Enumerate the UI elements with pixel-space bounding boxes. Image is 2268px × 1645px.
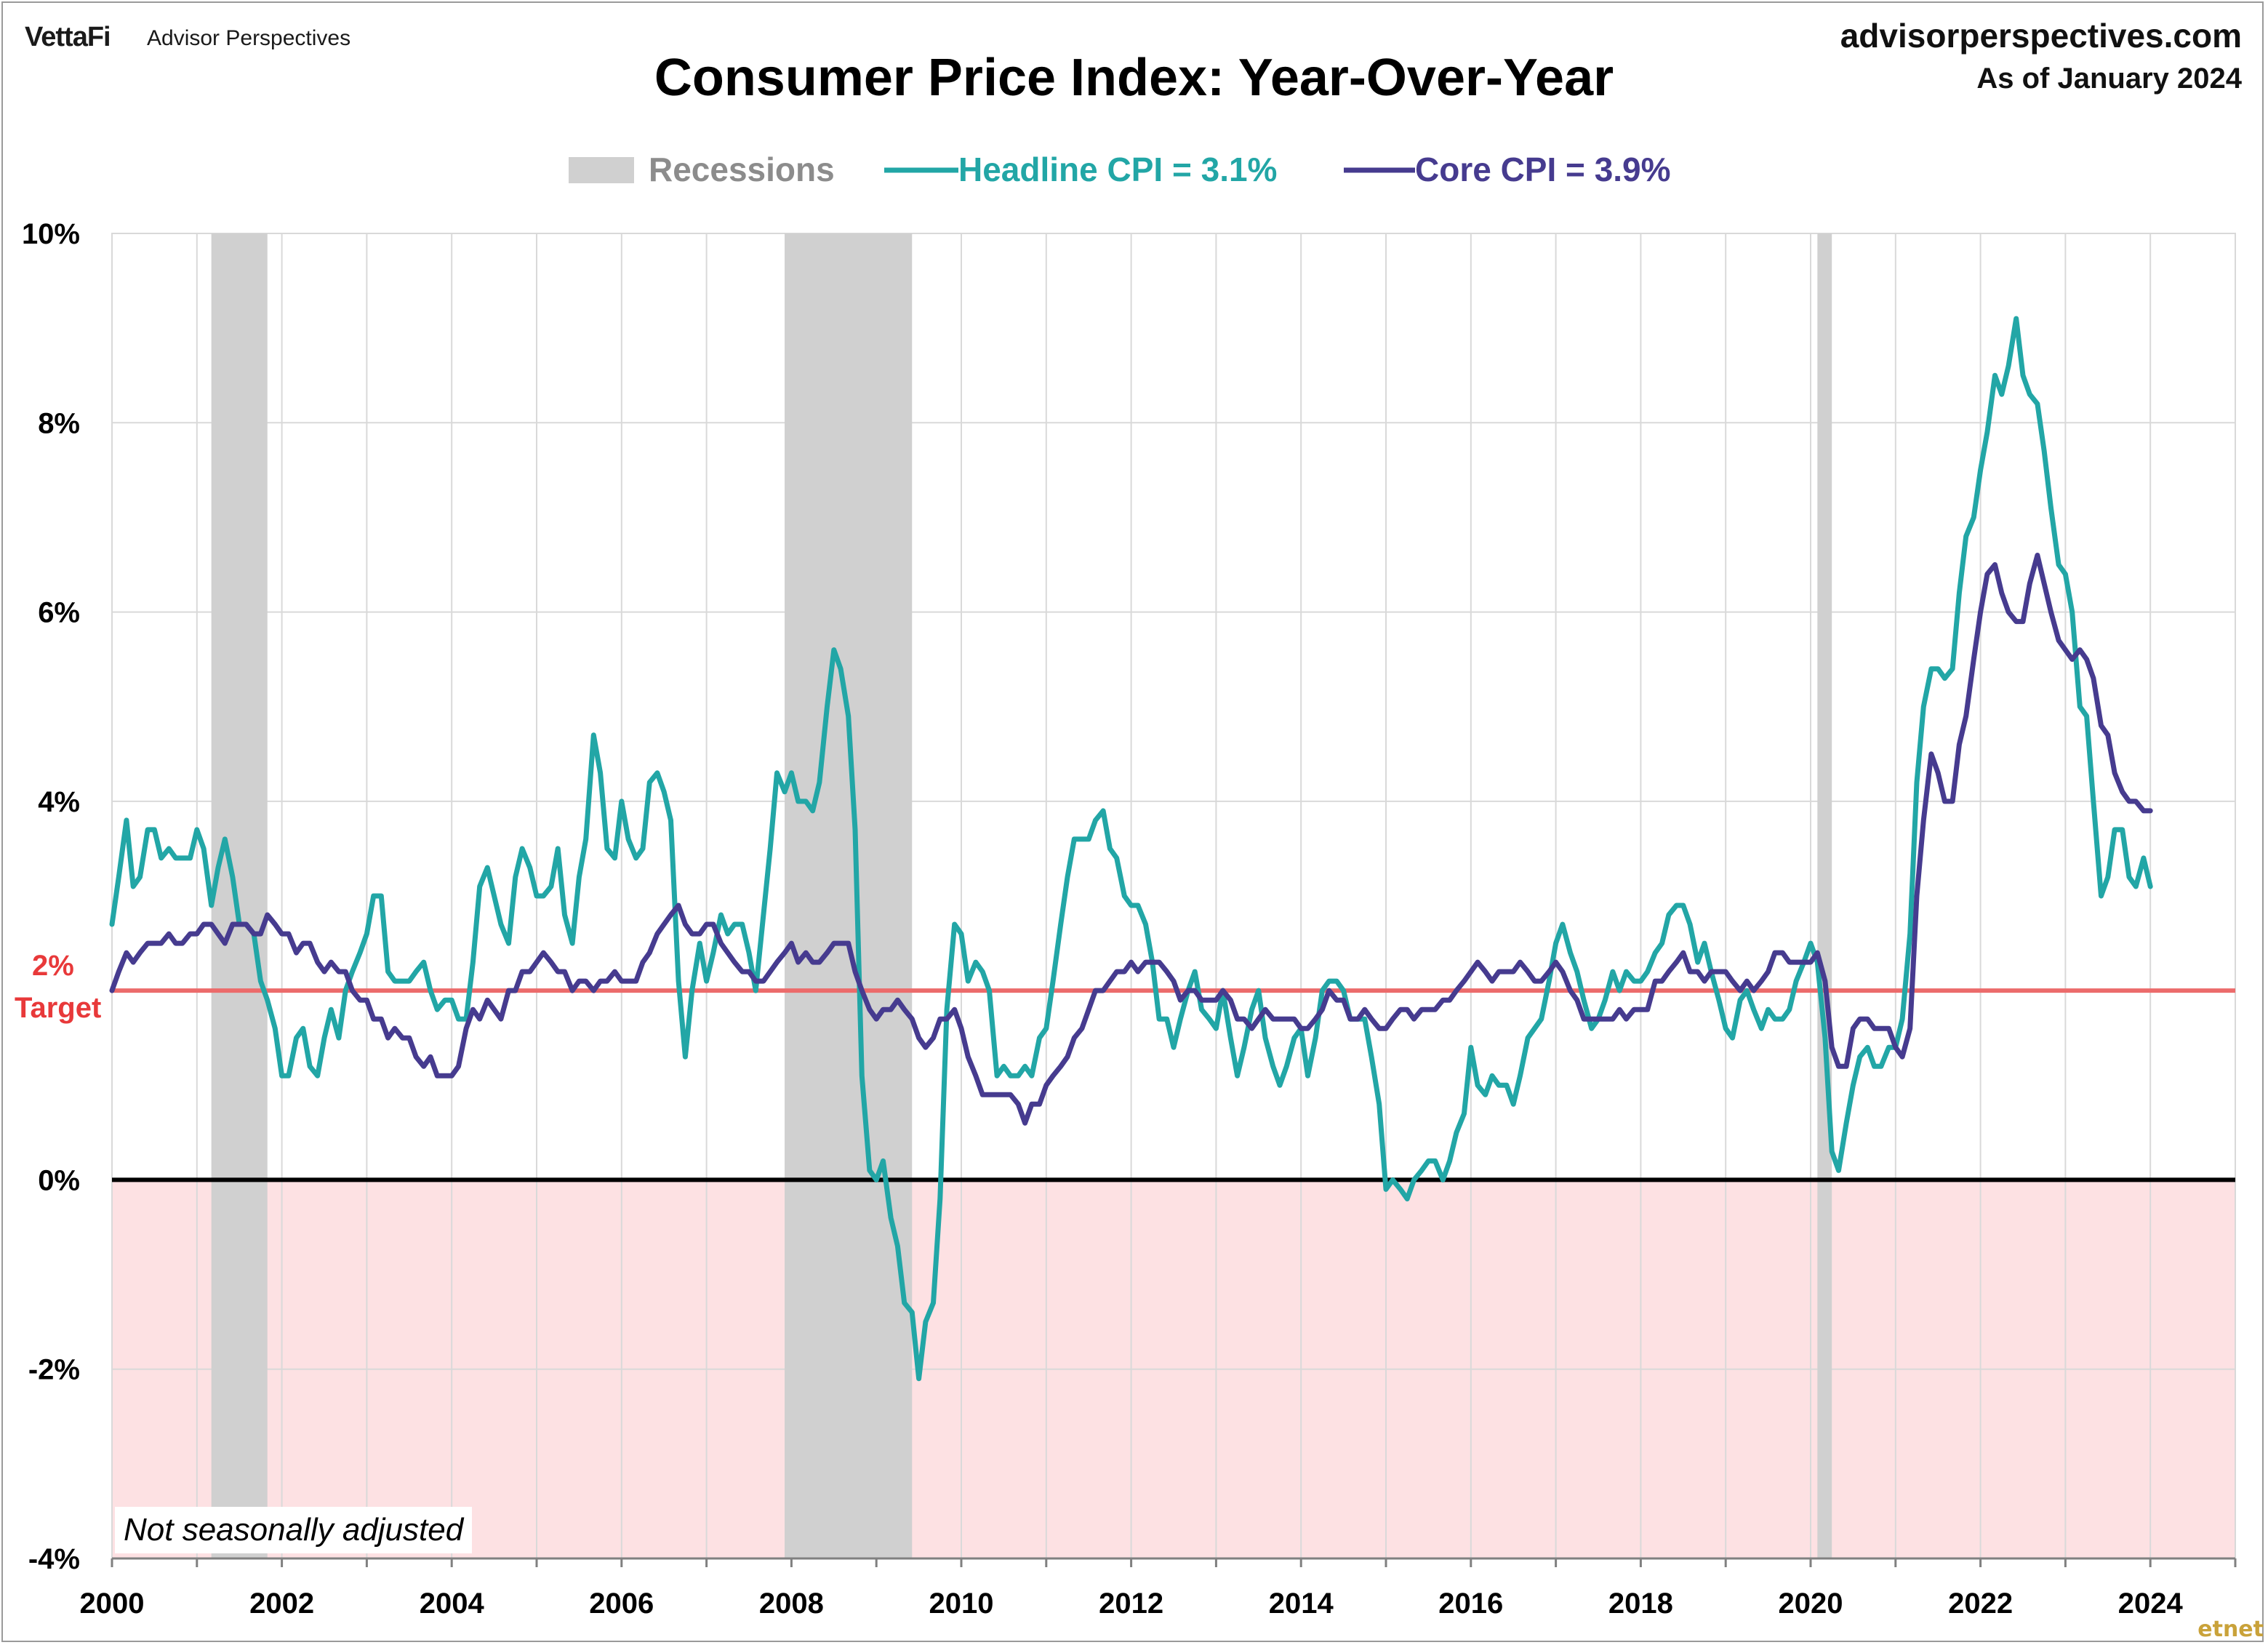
y-tick-label: 0% <box>38 1164 80 1196</box>
y-tick-label: -4% <box>28 1543 80 1575</box>
core-cpi-line <box>109 553 2153 1126</box>
y-tick-label: 8% <box>38 407 80 439</box>
as-of-date: As of January 2024 <box>1976 63 2242 95</box>
legend-core-label: Core CPI = 3.9% <box>1415 151 1671 188</box>
x-tick-label: 2000 <box>80 1588 145 1620</box>
y-tick-label: 4% <box>38 786 80 818</box>
axes: 10% 8% 6% 4% 0% -2% -4%2000 2002 2004 2006 2008 201… <box>22 218 2237 1620</box>
x-tick-label: 2018 <box>1608 1588 1673 1620</box>
x-tick-label: 2016 <box>1438 1588 1503 1620</box>
y-tick-label: 6% <box>38 597 80 629</box>
x-tick-label: 2022 <box>1948 1588 2013 1620</box>
brand-subtitle: Advisor Perspectives <box>147 26 351 50</box>
headline-cpi-line <box>109 316 2153 1382</box>
legend-recessions-label: Recessions <box>649 151 835 188</box>
x-tick-label: 2010 <box>929 1588 994 1620</box>
brand-logo: VettaFi <box>25 22 111 52</box>
x-tick-label: 2020 <box>1779 1588 1843 1620</box>
recession-band <box>1817 233 1832 1558</box>
not-seasonally-adjusted-note: Not seasonally adjusted <box>115 1507 473 1553</box>
recession-bands <box>211 233 1832 1558</box>
legend: Recessions Headline CPI = 3.1% Core CPI = … <box>569 151 1671 188</box>
x-tick-label: 2006 <box>589 1588 654 1620</box>
x-tick-label: 2002 <box>249 1588 314 1620</box>
legend-recession-swatch <box>569 157 634 183</box>
legend-headline-label: Headline CPI = 3.1% <box>958 151 1277 188</box>
x-tick-label: 2004 <box>420 1588 485 1620</box>
etnet-watermark: etnet <box>2197 1617 2264 1642</box>
x-tick-label: 2012 <box>1099 1588 1163 1620</box>
site-url[interactable]: advisorperspectives.com <box>1840 17 2242 55</box>
target-value-label: 2% <box>32 950 74 982</box>
series-lines <box>109 316 2153 1382</box>
target-label: Target <box>15 992 102 1024</box>
y-tick-label: -2% <box>28 1354 80 1386</box>
x-tick-label: 2024 <box>2118 1588 2184 1620</box>
x-tick-label: 2008 <box>759 1588 824 1620</box>
recession-band <box>211 233 268 1558</box>
y-tick-label: 10% <box>22 218 80 250</box>
recession-band <box>785 233 913 1558</box>
x-tick-label: 2014 <box>1269 1588 1334 1620</box>
chart-title: Consumer Price Index: Year-Over-Year <box>654 49 1614 107</box>
